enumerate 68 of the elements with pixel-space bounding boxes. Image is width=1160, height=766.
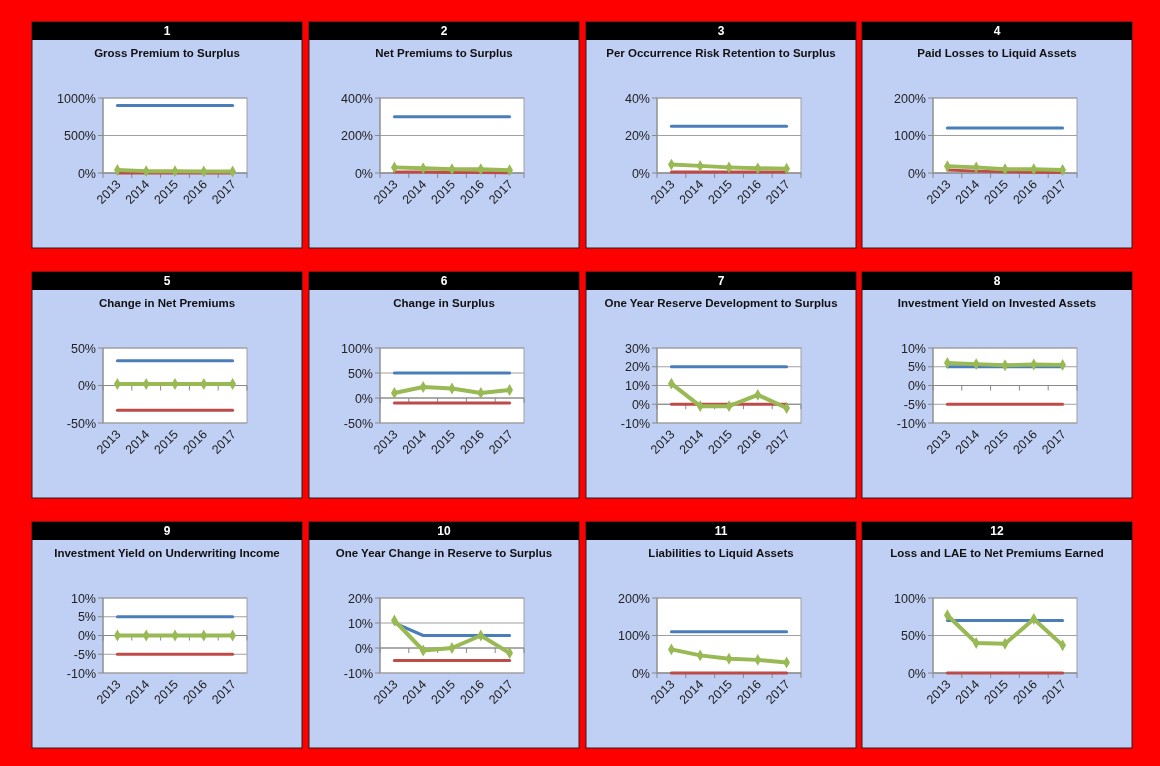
y-tick-label: 0% — [907, 379, 926, 393]
y-tick-label: 10% — [624, 379, 650, 393]
y-tick-label: 100% — [894, 591, 926, 606]
chart-title: Change in Surplus — [393, 297, 495, 309]
y-tick-label: -10% — [620, 416, 650, 431]
text: 5 — [163, 274, 171, 288]
y-tick-label: -50% — [66, 416, 96, 431]
y-tick-label: 100% — [341, 341, 373, 356]
y-tick-label: 0% — [631, 397, 650, 412]
y-tick-label: 0% — [354, 391, 373, 406]
y-tick-label: 0% — [631, 166, 650, 181]
y-tick-label: 500% — [64, 129, 96, 143]
y-tick-label: -10% — [66, 666, 96, 681]
y-tick-label: -5% — [73, 647, 96, 662]
y-tick-label: 40% — [624, 91, 650, 106]
chart-title: Change in Net Premiums — [98, 297, 236, 309]
text: 8 — [993, 274, 1001, 288]
y-tick-label: 50% — [70, 341, 96, 356]
y-tick-label: 0% — [77, 629, 96, 643]
y-tick-label: 0% — [354, 641, 373, 656]
y-tick-label: 30% — [624, 341, 650, 356]
y-tick-label: 20% — [624, 360, 650, 375]
y-tick-label: 20% — [347, 591, 373, 606]
text: 2 — [440, 24, 448, 38]
y-tick-label: 100% — [618, 629, 650, 643]
y-tick-label: 0% — [77, 166, 96, 181]
y-tick-label: -10% — [343, 666, 373, 681]
y-tick-label: 5% — [77, 610, 96, 625]
y-tick-label: 1000% — [57, 91, 96, 106]
text: 7 — [717, 274, 725, 288]
y-tick-label: 0% — [77, 379, 96, 393]
y-tick-label: 0% — [631, 666, 650, 681]
y-tick-label: 200% — [618, 591, 650, 606]
chart-title: Loss and LAE to Net Premiums Earned — [890, 547, 1104, 559]
y-tick-label: 10% — [347, 616, 373, 631]
chart-title: Per Occurrence Risk Retention to Surplus — [606, 47, 836, 59]
chart-title: One Year Reserve Development to Surplus — [604, 297, 838, 309]
chart-title: Net Premiums to Surplus — [375, 47, 513, 59]
y-tick-label: 50% — [347, 366, 373, 381]
text: 6 — [440, 274, 448, 288]
chart-title: Paid Losses to Liquid Assets — [917, 47, 1077, 59]
y-tick-label: 100% — [894, 129, 926, 143]
y-tick-label: 10% — [70, 591, 96, 606]
y-tick-label: 0% — [907, 666, 926, 681]
y-tick-label: -5% — [903, 397, 926, 412]
chart-title: Gross Premium to Surplus — [94, 47, 240, 59]
text: 9 — [163, 524, 171, 538]
text: 10 — [437, 524, 451, 538]
chart-title: Liabilities to Liquid Assets — [648, 547, 794, 559]
y-tick-label: -10% — [896, 416, 926, 431]
chart-title: One Year Change in Reserve to Surplus — [335, 547, 553, 559]
y-tick-label: 0% — [354, 166, 373, 181]
y-tick-label: 0% — [907, 166, 926, 181]
y-tick-label: 20% — [624, 129, 650, 143]
text: 11 — [714, 524, 728, 538]
text: 3 — [717, 24, 725, 38]
y-tick-label: 50% — [900, 629, 926, 643]
text: 12 — [990, 524, 1004, 538]
y-tick-label: 10% — [900, 341, 926, 356]
y-tick-label: 5% — [907, 360, 926, 375]
text: 1 — [163, 24, 171, 38]
y-tick-label: 400% — [341, 91, 373, 106]
chart-title: Investment Yield on Invested Assets — [897, 297, 1097, 309]
text: 4 — [993, 24, 1001, 38]
y-tick-label: 200% — [341, 129, 373, 143]
y-tick-label: -50% — [343, 416, 373, 431]
chart-title: Investment Yield on Underwriting Income — [54, 547, 280, 559]
y-tick-label: 200% — [894, 91, 926, 106]
